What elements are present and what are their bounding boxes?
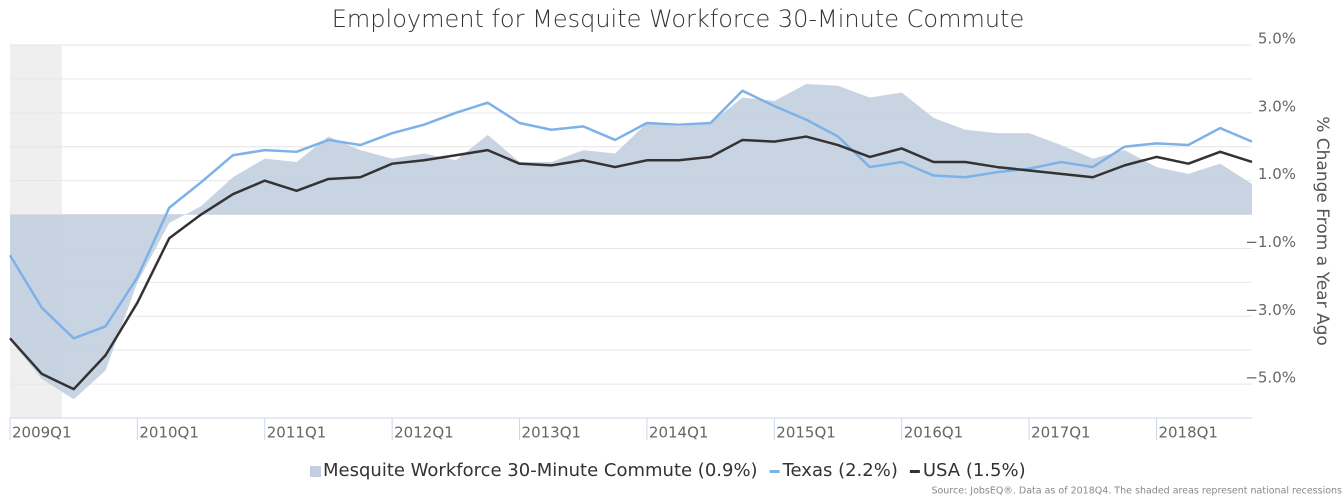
- x-tick-label: 2015Q1: [776, 424, 836, 442]
- legend-label: Texas (2.2%): [782, 460, 898, 481]
- x-tick-label: 2011Q1: [267, 424, 327, 442]
- x-tick-label: 2013Q1: [522, 424, 582, 442]
- source-note: Source: JobsEQ®. Data as of 2018Q4. The …: [931, 486, 1342, 497]
- legend-swatch: [909, 470, 920, 473]
- y-tick-label: 3.0%: [1258, 97, 1296, 115]
- y-tick-label: −3.0%: [1245, 301, 1296, 319]
- y-tick-label: 1.0%: [1258, 165, 1296, 183]
- x-tick-label: 2009Q1: [12, 424, 72, 442]
- x-tick-label: 2016Q1: [904, 424, 964, 442]
- legend-label: USA (1.5%): [923, 460, 1026, 481]
- line: [8, 89, 1253, 340]
- x-tick-label: 2010Q1: [139, 424, 199, 442]
- x-tick-label: 2012Q1: [394, 424, 454, 442]
- y-tick-label: 5.0%: [1258, 30, 1296, 48]
- x-tick-label: 2017Q1: [1031, 424, 1091, 442]
- y-axis-label: % Change From a Year Ago: [1312, 116, 1332, 346]
- line: [9, 135, 1253, 391]
- x-tick-label: 2018Q1: [1158, 424, 1218, 442]
- legend-label: Mesquite Workforce 30-Minute Commute (0.…: [323, 460, 758, 481]
- x-tick-label: 2014Q1: [649, 424, 709, 442]
- y-tick-label: −1.0%: [1245, 233, 1296, 251]
- legend: Mesquite Workforce 30-Minute Commute (0.…: [310, 460, 1026, 481]
- legend-swatch: [769, 470, 780, 473]
- legend-swatch: [310, 466, 321, 477]
- chart-title: Employment for Mesquite Workforce 30-Min…: [332, 5, 1024, 33]
- y-tick-label: −5.0%: [1245, 369, 1296, 387]
